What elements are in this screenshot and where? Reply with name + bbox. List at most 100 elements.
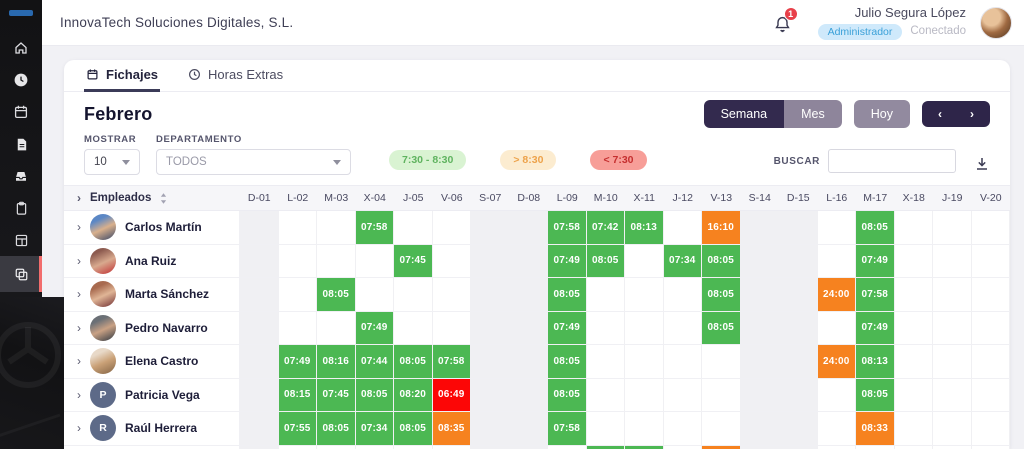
clock-in-cell[interactable]: 24:00: [817, 278, 856, 311]
row-expand-chevron[interactable]: ›: [77, 387, 81, 402]
clock-in-cell[interactable]: 08:33: [856, 412, 895, 445]
clock-in-cell[interactable]: 07:58: [856, 278, 895, 311]
clock-in-cell[interactable]: 24:00: [817, 345, 856, 378]
clock-in-cell[interactable]: 07:58: [355, 211, 394, 244]
clock-in-cell[interactable]: 08:35: [432, 412, 471, 445]
sidebar-item-documents[interactable]: [0, 128, 42, 160]
app-logo: [9, 10, 33, 16]
clock-in-cell[interactable]: 08:05: [702, 244, 741, 277]
clock-in-cell[interactable]: 07:55: [278, 412, 317, 445]
empty-day-cell: [509, 278, 548, 311]
employee-cell[interactable]: › Ana Ruiz: [64, 244, 240, 277]
clock-in-cell[interactable]: 07:49: [856, 244, 895, 277]
clock-in-cell[interactable]: 08:15: [278, 378, 317, 411]
clock-in-cell[interactable]: 08:05: [548, 345, 587, 378]
clock-in-cell[interactable]: 08:05: [317, 278, 356, 311]
clock-in-cell[interactable]: 07:49: [278, 345, 317, 378]
empty-day-cell: [240, 345, 279, 378]
row-expand-chevron[interactable]: ›: [77, 354, 81, 369]
row-expand-chevron[interactable]: ›: [77, 220, 81, 235]
department-select[interactable]: TODOS: [156, 149, 351, 175]
clock-in-cell[interactable]: 08:05: [394, 412, 433, 445]
prev-period-button[interactable]: ‹: [938, 107, 942, 121]
employee-cell[interactable]: › Marta Sánchez: [64, 278, 240, 311]
empty-day-cell: [740, 412, 779, 445]
download-button[interactable]: [974, 156, 990, 172]
empty-day-cell: [279, 311, 317, 344]
day-column-header: V-06: [440, 192, 463, 204]
expand-all-chevron[interactable]: ›: [77, 191, 81, 205]
clock-in-cell[interactable]: 08:05: [702, 311, 741, 344]
clock-in-cell[interactable]: 07:49: [548, 244, 587, 277]
user-sub-row: Administrador Conectado: [817, 23, 966, 41]
clock-in-cell[interactable]: [625, 445, 664, 449]
search-input[interactable]: [828, 149, 956, 173]
clock-in-cell[interactable]: 08:05: [856, 378, 895, 411]
clock-in-cell[interactable]: 07:45: [317, 378, 356, 411]
row-expand-chevron[interactable]: ›: [77, 320, 81, 335]
tab-fichajes[interactable]: Fichajes: [84, 60, 161, 92]
empty-day-cell: [856, 445, 895, 449]
sidebar-item-time[interactable]: [0, 64, 42, 96]
clock-in-cell[interactable]: 08:05: [586, 244, 625, 277]
next-period-button[interactable]: ›: [970, 107, 974, 121]
empty-day-cell: [433, 244, 471, 277]
clock-in-cell[interactable]: 08:05: [702, 278, 741, 311]
clock-in-cell[interactable]: [586, 445, 625, 449]
employee-cell[interactable]: › P Patricia Vega: [64, 378, 240, 411]
empty-day-cell: [779, 244, 818, 277]
clock-in-cell[interactable]: [702, 445, 741, 449]
clock-in-cell[interactable]: 07:44: [355, 345, 394, 378]
table-row: › Carlos Martín 07:58 07:58 07:42 08:13 16:10 0…: [64, 211, 1010, 245]
employee-cell[interactable]: › Carlos Martín: [64, 211, 240, 244]
clock-in-cell[interactable]: 08:05: [355, 378, 394, 411]
clock-in-cell[interactable]: 07:45: [394, 244, 433, 277]
month-view-button[interactable]: Mes: [784, 100, 842, 128]
sidebar-item-inbox[interactable]: [0, 160, 42, 192]
clock-in-cell[interactable]: 07:49: [856, 311, 895, 344]
clock-in-cell[interactable]: 08:13: [625, 211, 664, 244]
clock-in-cell[interactable]: 08:20: [394, 378, 433, 411]
clock-in-cell[interactable]: 06:49: [432, 378, 471, 411]
user-avatar[interactable]: [980, 6, 1012, 39]
sort-arrows-icon[interactable]: [160, 192, 167, 204]
employee-cell[interactable]: [64, 445, 240, 449]
empty-day-cell: [587, 311, 625, 344]
clock-in-cell[interactable]: 08:05: [317, 412, 356, 445]
clock-in-cell[interactable]: 08:05: [394, 345, 433, 378]
clock-in-cell[interactable]: 08:05: [548, 378, 587, 411]
clock-in-cell[interactable]: 07:58: [548, 412, 587, 445]
tab-horas-extras[interactable]: Horas Extras: [186, 60, 285, 92]
row-expand-chevron[interactable]: ›: [77, 421, 81, 436]
sidebar-item-calendar[interactable]: [0, 96, 42, 128]
row-expand-chevron[interactable]: ›: [77, 287, 81, 302]
clock-in-cell[interactable]: 08:05: [548, 278, 587, 311]
clock-in-cell[interactable]: 07:34: [663, 244, 702, 277]
notifications-button[interactable]: 1: [773, 7, 798, 34]
clock-in-cell[interactable]: 07:42: [586, 211, 625, 244]
employees-header[interactable]: › Empleados: [64, 186, 240, 210]
clock-in-cell[interactable]: 07:58: [432, 345, 471, 378]
clock-in-cell[interactable]: 07:58: [548, 211, 587, 244]
clock-in-cell[interactable]: 08:13: [856, 345, 895, 378]
employee-cell[interactable]: › Elena Castro: [64, 345, 240, 378]
clock-in-cell[interactable]: 08:05: [856, 211, 895, 244]
row-expand-chevron[interactable]: ›: [77, 253, 81, 268]
empty-day-cell: [895, 244, 933, 277]
sidebar-item-home[interactable]: [0, 32, 42, 64]
clock-in-cell[interactable]: 07:49: [355, 311, 394, 344]
week-view-button[interactable]: Semana: [703, 100, 785, 128]
sidebar-item-reports[interactable]: [0, 224, 42, 256]
sidebar-item-tasks[interactable]: [0, 192, 42, 224]
clock-in-cell[interactable]: 07:34: [355, 412, 394, 445]
clock-in-cell[interactable]: 07:49: [548, 311, 587, 344]
employee-cell[interactable]: › Pedro Navarro: [64, 311, 240, 344]
sidebar-item-records-active[interactable]: [0, 256, 42, 292]
today-button[interactable]: Hoy: [853, 100, 910, 128]
clock-in-cell[interactable]: 16:10: [702, 211, 741, 244]
clock-in-cell[interactable]: 08:16: [317, 345, 356, 378]
employee-cell[interactable]: › R Raúl Herrera: [64, 412, 240, 445]
department-filter: DEPARTAMENTO TODOS: [156, 134, 351, 175]
role-badge[interactable]: Administrador: [817, 23, 903, 41]
show-select[interactable]: 10: [84, 149, 140, 175]
